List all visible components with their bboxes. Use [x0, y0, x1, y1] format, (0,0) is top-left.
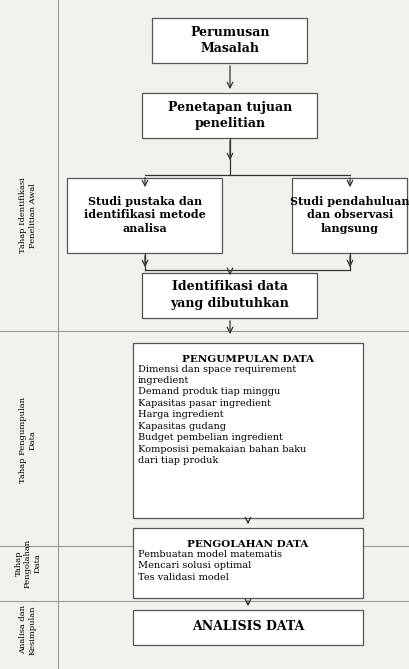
Text: Studi pustaka dan
identifikasi metode
analisa: Studi pustaka dan identifikasi metode an…	[84, 196, 205, 234]
Bar	[133, 343, 362, 518]
Bar	[67, 177, 222, 252]
Text: Tahap Pengumpulan
Data: Tahap Pengumpulan Data	[19, 397, 36, 483]
Bar	[142, 92, 317, 138]
Text: Penetapan tujuan
penelitian: Penetapan tujuan penelitian	[167, 100, 292, 130]
Bar	[133, 528, 362, 598]
Text: Tahap Identifikasi
Penelitian Awal: Tahap Identifikasi Penelitian Awal	[19, 177, 36, 253]
Text: Studi pendahuluan
dan observasi
langsung: Studi pendahuluan dan observasi langsung	[290, 196, 409, 234]
Text: ANALISIS DATA: ANALISIS DATA	[191, 621, 303, 634]
Bar	[292, 177, 407, 252]
Text: Identifikasi data
yang dibutuhkan: Identifikasi data yang dibutuhkan	[170, 280, 289, 310]
Text: Dimensi dan space requirement
ingredient
Demand produk tiap minggu
Kapasitas pas: Dimensi dan space requirement ingredient…	[138, 365, 306, 465]
Bar	[142, 272, 317, 318]
Text: Pembuatan model matematis
Mencari solusi optimal
Tes validasi model: Pembuatan model matematis Mencari solusi…	[138, 550, 281, 582]
Text: Analisa dan
Kesimpulan: Analisa dan Kesimpulan	[19, 605, 36, 655]
Text: PENGOLAHAN DATA: PENGOLAHAN DATA	[187, 540, 308, 549]
Bar	[152, 17, 307, 62]
Bar	[133, 609, 362, 644]
Text: Perumusan
Masalah: Perumusan Masalah	[190, 25, 269, 54]
Text: Tahap
Pengolahan
Data: Tahap Pengolahan Data	[15, 539, 41, 587]
Text: PENGUMPULAN DATA: PENGUMPULAN DATA	[182, 355, 313, 363]
